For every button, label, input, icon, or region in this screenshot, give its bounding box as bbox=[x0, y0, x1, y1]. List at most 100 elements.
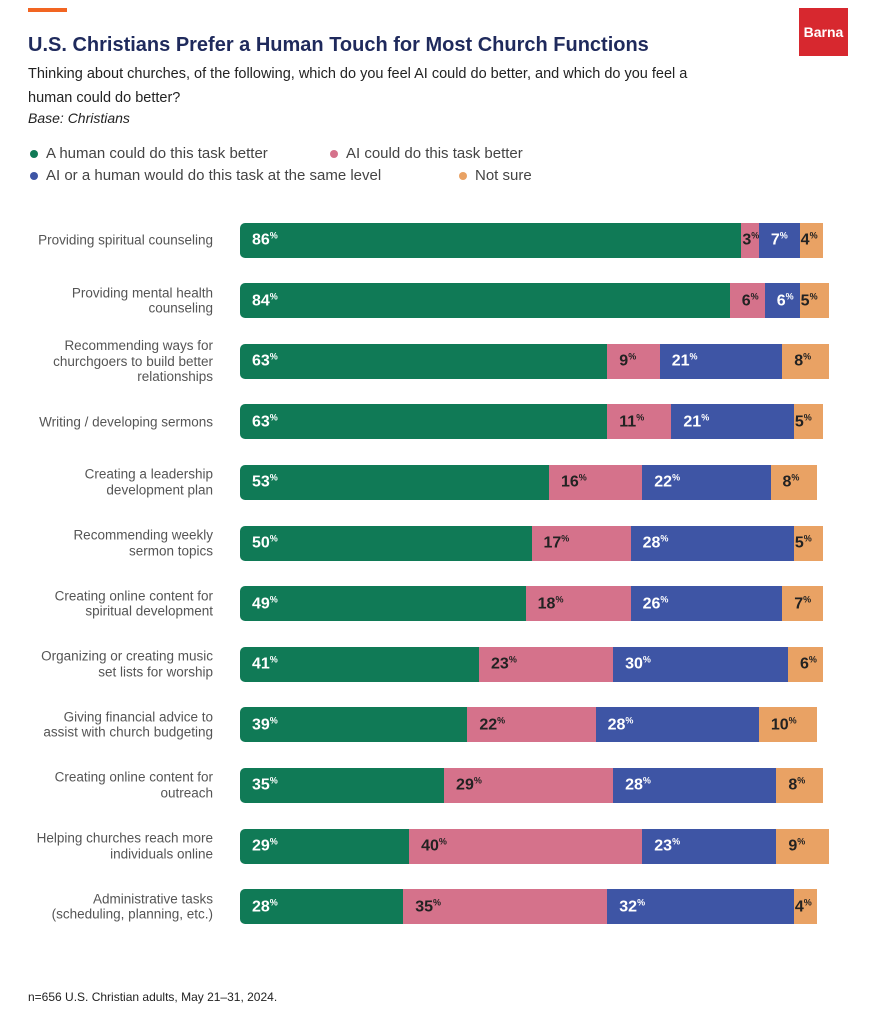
category-label: Helping churches reach more individuals … bbox=[36, 830, 213, 862]
legend-marker bbox=[459, 171, 467, 180]
value-label: 10% bbox=[770, 715, 797, 734]
base-note: Base: Christians bbox=[28, 110, 130, 126]
bar-segment bbox=[788, 646, 823, 682]
bar-segment bbox=[799, 222, 823, 258]
accent-bar bbox=[28, 8, 67, 12]
value-label: 29% bbox=[456, 775, 482, 795]
legend-label: A human could do this task better bbox=[46, 145, 268, 162]
value-label: 8% bbox=[782, 472, 800, 492]
footnote: n=656 U.S. Christian adults, May 21–31, … bbox=[28, 990, 278, 1004]
bar-segment bbox=[479, 646, 614, 682]
value-label: 28% bbox=[252, 896, 278, 916]
bar-segment bbox=[240, 828, 410, 864]
legend-item: Not sure bbox=[459, 167, 532, 184]
category-label: Recommending weekly sermon topics bbox=[73, 527, 213, 559]
bar-segment bbox=[776, 767, 823, 803]
category-label: Administrative tasks (scheduling, planni… bbox=[51, 891, 213, 922]
value-label: 4% bbox=[800, 230, 818, 249]
bar-segment bbox=[659, 343, 783, 379]
legend-label: AI or a human would do this task at the … bbox=[46, 167, 382, 184]
value-label: 28% bbox=[625, 775, 651, 795]
value-label: 30% bbox=[625, 654, 651, 673]
bar-segment bbox=[613, 767, 777, 803]
bar-segment bbox=[240, 707, 468, 743]
bar-segment bbox=[642, 828, 777, 864]
value-label: 8% bbox=[794, 351, 812, 370]
legend-marker bbox=[330, 149, 338, 158]
value-label: 32% bbox=[619, 896, 646, 916]
value-label: 63% bbox=[252, 351, 278, 370]
bar-segment bbox=[776, 828, 829, 864]
value-label: 8% bbox=[788, 775, 806, 795]
logo: Barna bbox=[799, 8, 848, 56]
bar-segment bbox=[741, 222, 759, 258]
chart-title: U.S. Christians Prefer a Human Touch for… bbox=[28, 34, 649, 56]
chart-subtitle: Thinking about churches, of the followin… bbox=[28, 66, 688, 106]
category-label: Creating a leadership development plan bbox=[84, 466, 213, 498]
bar-segment bbox=[240, 767, 445, 803]
value-label: 50% bbox=[252, 533, 278, 552]
legend-item: A human could do this task better bbox=[30, 145, 268, 162]
bar-segment bbox=[642, 464, 771, 500]
value-label: 35% bbox=[252, 775, 278, 795]
value-label: 86% bbox=[252, 230, 278, 249]
value-label: 21% bbox=[671, 351, 698, 370]
value-label: 5% bbox=[794, 412, 812, 431]
value-label: 84% bbox=[252, 290, 278, 310]
category-label: Providing spiritual counseling bbox=[38, 232, 213, 248]
bar-segment bbox=[240, 525, 532, 561]
value-label: 9% bbox=[788, 836, 806, 855]
bar-segment bbox=[782, 343, 829, 379]
bar-segment bbox=[758, 222, 800, 258]
value-label: 22% bbox=[654, 472, 681, 492]
value-label: 53% bbox=[252, 472, 278, 492]
bar-segment bbox=[548, 464, 643, 500]
bar-segment bbox=[240, 222, 742, 258]
bar-segment bbox=[607, 404, 672, 440]
value-label: 39% bbox=[252, 715, 278, 734]
value-label: 40% bbox=[421, 836, 447, 855]
value-label: 11% bbox=[619, 412, 645, 431]
legend-item: AI could do this task better bbox=[330, 145, 523, 162]
value-label: 29% bbox=[252, 836, 278, 855]
value-label: 5% bbox=[800, 290, 818, 310]
bar-segment bbox=[531, 525, 631, 561]
bar-segment bbox=[793, 404, 823, 440]
value-label: 16% bbox=[560, 472, 587, 492]
bar-segment bbox=[793, 525, 823, 561]
bar-segment bbox=[758, 707, 818, 743]
value-label: 18% bbox=[537, 593, 564, 613]
value-label: 6% bbox=[800, 654, 817, 673]
value-label: 21% bbox=[683, 412, 710, 431]
value-label: 22% bbox=[479, 715, 506, 734]
value-label: 63% bbox=[252, 412, 278, 431]
value-label: 5% bbox=[794, 533, 812, 552]
value-label: 35% bbox=[415, 896, 442, 916]
bar-segment bbox=[240, 464, 549, 500]
bar-segment bbox=[409, 828, 643, 864]
value-label: 26% bbox=[642, 593, 669, 613]
value-label: 4% bbox=[794, 896, 812, 916]
legend-label: AI could do this task better bbox=[346, 145, 523, 162]
bar-segment bbox=[240, 404, 608, 440]
legend-marker bbox=[30, 171, 38, 180]
value-label: 7% bbox=[794, 593, 812, 613]
legend-label: Not sure bbox=[475, 167, 532, 184]
bar-segment bbox=[607, 343, 660, 379]
bar-segment bbox=[630, 525, 794, 561]
category-label: Giving financial advice to assist with c… bbox=[43, 709, 213, 740]
bar-segment bbox=[613, 646, 788, 682]
value-label: 28% bbox=[642, 533, 669, 552]
bar-segment bbox=[799, 283, 829, 319]
category-label: Organizing or creating music set lists f… bbox=[41, 648, 213, 680]
bar-segment bbox=[595, 707, 759, 743]
value-label: 41% bbox=[252, 654, 278, 673]
category-label: Creating online content for spiritual de… bbox=[54, 588, 213, 619]
bar-segment bbox=[240, 646, 480, 682]
value-label: 6% bbox=[741, 290, 759, 310]
bar-segment bbox=[607, 889, 794, 925]
bar-segment bbox=[240, 889, 404, 925]
value-label: 6% bbox=[776, 290, 794, 310]
value-label: 3% bbox=[742, 230, 760, 249]
